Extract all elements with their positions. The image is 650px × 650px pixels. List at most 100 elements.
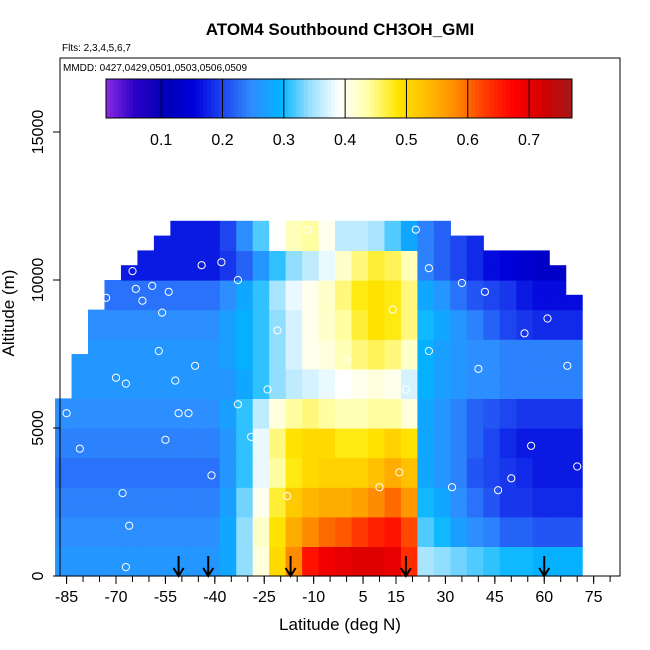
- field-cell: [532, 309, 550, 325]
- flights-subtitle: Flts: 2,3,4,5,6,7: [62, 43, 131, 54]
- field-cell: [417, 442, 435, 459]
- field-cell: [351, 324, 369, 340]
- field-cell: [71, 546, 89, 562]
- field-cell: [335, 442, 353, 459]
- colorbar-segment: [478, 79, 484, 118]
- field-cell: [368, 339, 386, 355]
- field-cell: [269, 502, 287, 518]
- field-cell: [137, 502, 155, 518]
- field-cell: [549, 339, 567, 355]
- field-cell: [516, 280, 534, 296]
- field-cell: [170, 502, 188, 518]
- field-cell: [302, 235, 320, 251]
- observation-point: [207, 471, 216, 480]
- field-cell: [499, 339, 517, 355]
- colorbar-segment: [505, 79, 511, 118]
- observation-point: [447, 483, 457, 492]
- field-cell: [499, 383, 517, 399]
- field-cell: [400, 265, 419, 281]
- field-cell: [236, 487, 254, 503]
- field-cell: [203, 309, 221, 325]
- field-cell: [203, 413, 221, 429]
- field-cell: [532, 546, 550, 562]
- field-cell: [219, 354, 237, 370]
- field-cell: [368, 383, 386, 399]
- field-cell: [335, 235, 353, 251]
- observation-point: [457, 278, 466, 288]
- field-cell: [516, 428, 534, 444]
- field-cell: [433, 487, 451, 503]
- field-cell: [351, 354, 369, 370]
- field-cell: [104, 502, 122, 518]
- field-cell: [351, 368, 369, 385]
- field-cell: [318, 531, 336, 547]
- field-cell: [170, 413, 188, 429]
- field-cell: [384, 428, 402, 444]
- field-cell: [170, 531, 188, 547]
- colorbar-segment: [455, 79, 460, 118]
- field-cell: [71, 561, 89, 577]
- colorbar-segment: [533, 79, 538, 118]
- colorbar-segment: [257, 79, 262, 118]
- colorbar-tick-label: 0.3: [273, 132, 295, 149]
- colorbar-tick-label: 0.7: [518, 132, 540, 149]
- field-cell: [351, 502, 369, 518]
- field-cell: [335, 457, 353, 473]
- field-cell: [450, 265, 468, 281]
- field-cell: [483, 324, 501, 340]
- field-cell: [55, 442, 73, 459]
- field-cell: [368, 250, 386, 266]
- field-cell: [466, 487, 484, 503]
- field-cell: [417, 428, 435, 444]
- field-cell: [269, 235, 287, 251]
- field-cell: [549, 309, 567, 325]
- field-cell: [450, 324, 468, 340]
- field-cell: [170, 250, 188, 266]
- field-cell: [335, 220, 353, 237]
- observation-point: [158, 308, 167, 317]
- field-cell: [120, 280, 139, 296]
- field-cell: [186, 487, 204, 503]
- field-cell: [186, 235, 204, 251]
- field-cell: [285, 324, 303, 340]
- field-cell: [203, 368, 221, 385]
- observation-point: [342, 355, 351, 364]
- field-cell: [170, 280, 188, 296]
- field-cell: [269, 398, 287, 414]
- field-cell: [104, 413, 122, 429]
- observation-point: [174, 409, 183, 418]
- field-cell: [153, 250, 171, 266]
- field-cell: [450, 487, 468, 503]
- field-cell: [483, 546, 501, 562]
- field-cell: [532, 398, 550, 414]
- field-cell: [532, 457, 550, 473]
- field-cell: [351, 487, 369, 503]
- field-cell: [351, 442, 369, 459]
- field-cell: [483, 398, 501, 414]
- field-cell: [450, 235, 468, 251]
- field-cell: [203, 531, 221, 547]
- field-cell: [400, 398, 419, 414]
- field-cell: [170, 309, 188, 325]
- colorbar-segment: [284, 79, 290, 118]
- colorbar-segment: [509, 79, 515, 118]
- field-cell: [335, 280, 353, 296]
- field-cell: [384, 235, 402, 251]
- observation-point: [480, 287, 489, 296]
- field-cell: [368, 413, 386, 429]
- field-cell: [252, 235, 270, 251]
- field-cell: [565, 324, 583, 340]
- observation-point: [125, 521, 134, 530]
- field-cell: [466, 428, 484, 444]
- colorbar-tick-label: 0.2: [211, 132, 233, 149]
- x-tick-label: -70: [104, 589, 127, 606]
- field-cell: [236, 516, 254, 533]
- field-cell: [466, 413, 484, 429]
- field-cell: [516, 383, 534, 399]
- field-cell: [335, 531, 353, 547]
- field-cell: [269, 309, 287, 325]
- field-cell: [318, 354, 336, 370]
- observation-point: [424, 264, 433, 273]
- field-cell: [483, 457, 501, 473]
